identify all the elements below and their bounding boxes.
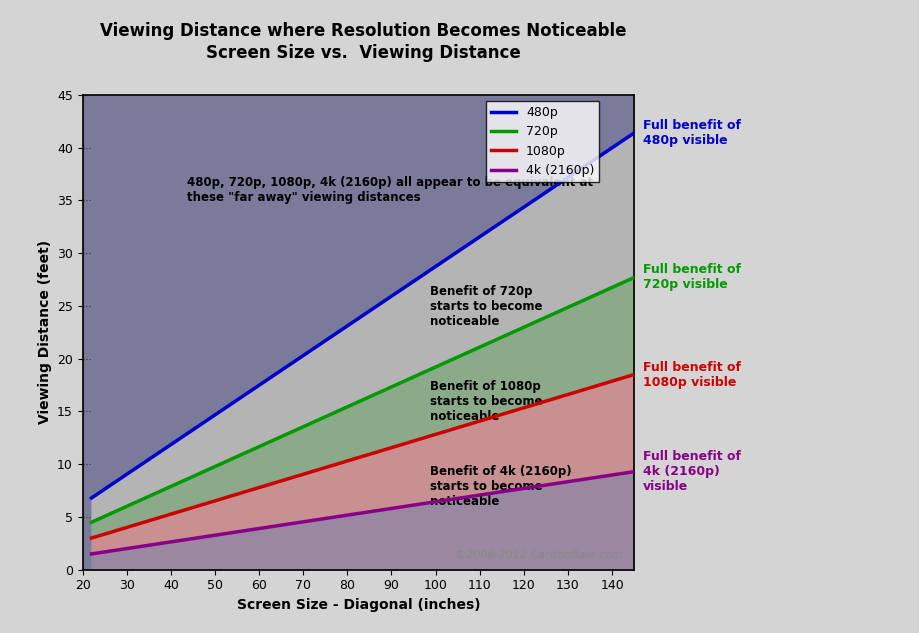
Line: 480p: 480p <box>92 133 634 498</box>
Text: Full benefit of
4k (2160p)
visible: Full benefit of 4k (2160p) visible <box>643 450 742 493</box>
Y-axis label: Viewing Distance (feet): Viewing Distance (feet) <box>38 241 51 424</box>
480p <box>616 138 627 146</box>
720p <box>409 373 420 380</box>
Line: 720p: 720p <box>92 277 634 522</box>
4k (2160p) <box>86 550 97 558</box>
720p <box>86 518 97 526</box>
Text: Full benefit of
480p visible: Full benefit of 480p visible <box>643 119 742 147</box>
1080p <box>629 371 640 379</box>
4k (2160p) <box>344 511 355 518</box>
4k (2160p) <box>380 506 391 513</box>
1080p <box>531 400 542 408</box>
1080p <box>86 534 97 542</box>
Text: Benefit of 4k (2160p)
starts to become
noticeable: Benefit of 4k (2160p) starts to become n… <box>430 465 572 508</box>
1080p <box>344 456 355 464</box>
480p <box>347 318 358 326</box>
Text: ©2006-2012 CarltonBale.com: ©2006-2012 CarltonBale.com <box>455 550 623 560</box>
480p <box>409 277 420 284</box>
720p <box>344 402 355 410</box>
1080p <box>616 375 627 382</box>
4k (2160p) <box>347 511 358 518</box>
720p <box>347 401 358 408</box>
Text: Screen Size vs.  Viewing Distance: Screen Size vs. Viewing Distance <box>206 44 520 62</box>
720p <box>531 318 542 325</box>
Line: 4k (2160p): 4k (2160p) <box>92 472 634 554</box>
Text: Full benefit of
1080p visible: Full benefit of 1080p visible <box>643 361 742 389</box>
X-axis label: Screen Size - Diagonal (inches): Screen Size - Diagonal (inches) <box>236 598 481 612</box>
480p <box>344 321 355 329</box>
Legend: 480p, 720p, 1080p, 4k (2160p): 480p, 720p, 1080p, 4k (2160p) <box>486 101 599 182</box>
Text: Benefit of 1080p
starts to become
noticeable: Benefit of 1080p starts to become notice… <box>430 380 542 423</box>
4k (2160p) <box>616 470 627 477</box>
1080p <box>380 446 391 453</box>
4k (2160p) <box>409 501 420 509</box>
480p <box>380 297 391 304</box>
Line: 1080p: 1080p <box>92 375 634 538</box>
480p <box>86 494 97 502</box>
480p <box>531 195 542 203</box>
720p <box>616 280 627 287</box>
4k (2160p) <box>629 468 640 475</box>
720p <box>380 386 391 394</box>
480p <box>629 129 640 137</box>
720p <box>629 273 640 281</box>
Text: 480p, 720p, 1080p, 4k (2160p) all appear to be equivalent at
these "far away" vi: 480p, 720p, 1080p, 4k (2160p) all appear… <box>187 176 594 204</box>
Text: Benefit of 720p
starts to become
noticeable: Benefit of 720p starts to become noticea… <box>430 285 542 328</box>
1080p <box>347 456 358 463</box>
1080p <box>409 437 420 444</box>
4k (2160p) <box>531 483 542 491</box>
Text: Viewing Distance where Resolution Becomes Noticeable: Viewing Distance where Resolution Become… <box>100 22 626 40</box>
Text: Full benefit of
720p visible: Full benefit of 720p visible <box>643 263 742 292</box>
